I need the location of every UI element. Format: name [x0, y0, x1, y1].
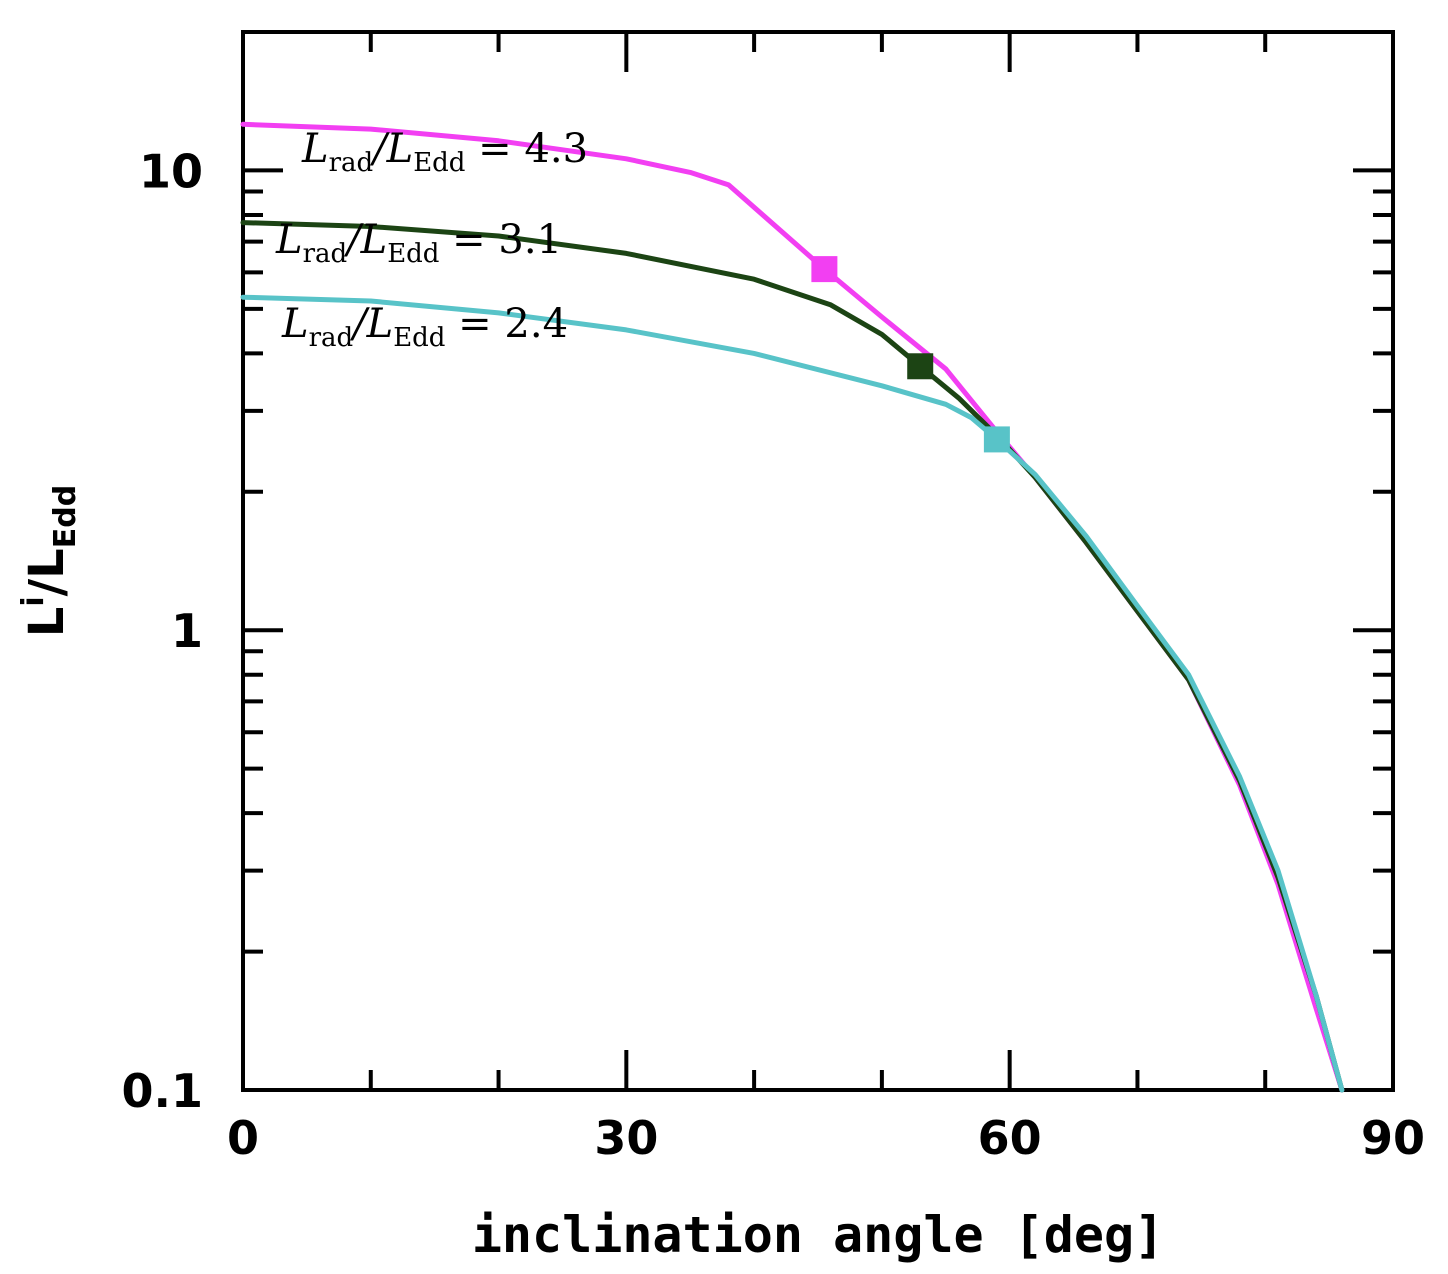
y-axis-title-main2: L — [19, 548, 75, 579]
annotation-2-slash: /L — [343, 217, 387, 263]
series-marker-2 — [907, 353, 934, 380]
annotation-3-sub1: rad — [309, 323, 354, 353]
annotation-1-slash: /L — [369, 126, 413, 172]
annotation-3-value: = 2.4 — [445, 301, 568, 347]
x-tick-label: 60 — [978, 1111, 1042, 1165]
plot-frame — [241, 30, 1395, 1092]
annotation-1-sub1: rad — [329, 148, 374, 178]
y-tick-label: 0.1 — [122, 1064, 204, 1118]
y-axis-title: Li/LEdd — [16, 485, 83, 637]
y-axis-title-sub: Edd — [48, 485, 83, 548]
axis-ticks: 0 30 60 90 0.1 1 10 — [122, 30, 1425, 1165]
series-markers — [811, 256, 1010, 453]
annotation-1-prefix: L — [301, 126, 329, 172]
y-tick-label: 1 — [171, 604, 203, 658]
y-tick-label: 10 — [139, 144, 203, 198]
series-line-1 — [240, 121, 1345, 1093]
annotation-series-3: Lrad/LEdd = 2.4 — [281, 301, 568, 353]
annotation-2-value: = 3.1 — [439, 217, 562, 263]
annotation-1-sub2: Edd — [413, 148, 465, 178]
series-lines — [240, 121, 1345, 1093]
series-line-3 — [240, 294, 1345, 1093]
annotation-1-value: = 4.3 — [465, 126, 588, 172]
annotation-3-prefix: L — [281, 301, 309, 347]
annotation-2-sub1: rad — [303, 239, 348, 269]
series-marker-3 — [983, 426, 1010, 453]
y-axis-title-sep: / — [19, 578, 75, 596]
annotation-series-2: Lrad/LEdd = 3.1 — [275, 217, 562, 269]
annotation-3-sub2: Edd — [393, 323, 445, 353]
y-axis-title-main: L — [19, 607, 75, 638]
x-tick-label: 30 — [594, 1111, 658, 1165]
x-axis-title: inclination angle [deg] — [472, 1206, 1164, 1264]
x-tick-label: 90 — [1361, 1111, 1425, 1165]
annotation-2-sub2: Edd — [387, 239, 439, 269]
series-marker-1 — [811, 256, 838, 283]
annotation-series-1: Lrad/LEdd = 4.3 — [301, 126, 588, 178]
y-axis-title-sup: i — [16, 596, 51, 606]
annotation-2-prefix: L — [275, 217, 303, 263]
x-tick-label: 0 — [227, 1111, 259, 1165]
annotation-3-slash: /L — [349, 301, 393, 347]
